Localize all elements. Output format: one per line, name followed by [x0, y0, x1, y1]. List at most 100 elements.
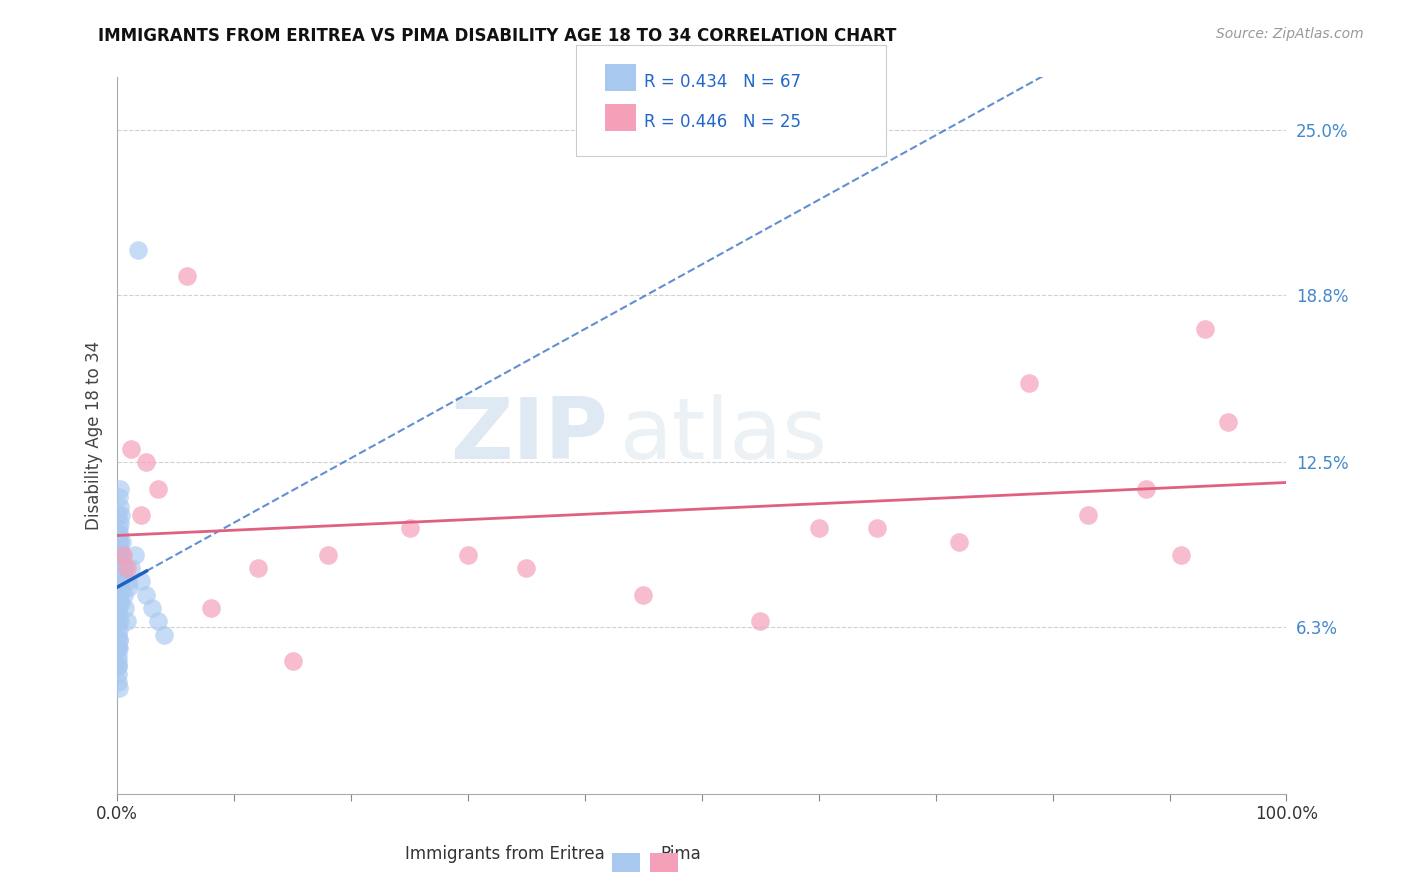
Point [127, 243, 149, 257]
Point [246, 561, 269, 575]
Point [1077, 508, 1099, 523]
Point [146, 614, 169, 628]
Point [107, 640, 129, 655]
Point [108, 622, 131, 636]
Point [129, 574, 152, 589]
Point [457, 548, 479, 562]
Point [107, 601, 129, 615]
Point [1194, 322, 1216, 336]
Point [111, 534, 134, 549]
Point [107, 548, 129, 562]
Text: Immigrants from Eritrea: Immigrants from Eritrea [405, 846, 605, 863]
Point [112, 548, 135, 562]
Point [176, 269, 198, 284]
Text: ZIP: ZIP [450, 394, 609, 477]
Point [1170, 548, 1192, 562]
Point [110, 553, 132, 567]
Point [146, 482, 169, 496]
Point [107, 640, 129, 655]
Point [107, 574, 129, 589]
Point [111, 548, 134, 562]
Point [108, 553, 131, 567]
Point [200, 601, 222, 615]
Point [107, 614, 129, 628]
Point [120, 561, 142, 575]
Point [281, 654, 304, 668]
Point [112, 588, 135, 602]
Point [108, 632, 131, 647]
Point [110, 508, 132, 523]
Point [515, 561, 537, 575]
Point [153, 627, 176, 641]
Point [108, 500, 131, 515]
Point [107, 588, 129, 602]
Point [115, 614, 138, 628]
Point [633, 588, 655, 602]
Point [135, 455, 157, 469]
Point [135, 588, 157, 602]
Point [1018, 376, 1040, 390]
Point [107, 675, 129, 690]
Point [316, 548, 339, 562]
Point [115, 561, 138, 575]
Point [110, 542, 132, 557]
Point [107, 601, 129, 615]
Point [749, 614, 772, 628]
Point [141, 601, 163, 615]
Point [107, 659, 129, 673]
Point [107, 526, 129, 541]
Point [107, 542, 129, 557]
Text: IMMIGRANTS FROM ERITREA VS PIMA DISABILITY AGE 18 TO 34 CORRELATION CHART: IMMIGRANTS FROM ERITREA VS PIMA DISABILI… [98, 27, 897, 45]
Point [107, 574, 129, 589]
Point [108, 632, 131, 647]
Point [108, 526, 131, 541]
Point [112, 561, 135, 575]
Point [107, 534, 129, 549]
Point [866, 521, 889, 535]
Point [108, 614, 131, 628]
Point [807, 521, 830, 535]
Text: R = 0.434   N = 67: R = 0.434 N = 67 [644, 73, 801, 91]
Point [108, 588, 131, 602]
Point [108, 490, 131, 504]
Point [110, 596, 132, 610]
Point [107, 667, 129, 681]
Point [398, 521, 420, 535]
Point [107, 596, 129, 610]
Point [108, 548, 131, 562]
Point [108, 516, 131, 530]
Point [107, 607, 129, 621]
Point [108, 534, 131, 549]
Point [107, 508, 129, 523]
Point [107, 588, 129, 602]
Point [118, 580, 141, 594]
Point [107, 654, 129, 668]
Text: Pima: Pima [661, 846, 702, 863]
Point [110, 482, 132, 496]
Y-axis label: Disability Age 18 to 34: Disability Age 18 to 34 [86, 341, 103, 530]
Point [114, 601, 136, 615]
Point [108, 521, 131, 535]
Text: Source: ZipAtlas.com: Source: ZipAtlas.com [1216, 27, 1364, 41]
Point [108, 561, 131, 575]
Point [117, 574, 139, 589]
Point [108, 681, 131, 695]
Point [124, 548, 146, 562]
Point [129, 508, 152, 523]
Point [107, 648, 129, 663]
Point [120, 442, 142, 456]
Point [107, 627, 129, 641]
Text: R = 0.446   N = 25: R = 0.446 N = 25 [644, 113, 801, 131]
Point [107, 614, 129, 628]
Point [948, 534, 970, 549]
Point [108, 542, 131, 557]
Point [110, 574, 132, 589]
Point [1216, 415, 1239, 429]
Point [107, 561, 129, 575]
Text: atlas: atlas [620, 394, 828, 477]
Point [108, 569, 131, 583]
Point [1135, 482, 1157, 496]
Point [108, 580, 131, 594]
Point [107, 561, 129, 575]
Point [107, 640, 129, 655]
